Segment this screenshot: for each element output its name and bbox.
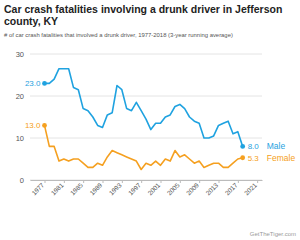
series-label: Male: [267, 141, 286, 151]
x-tick: 2005: [165, 180, 180, 197]
x-tick-mark: [238, 180, 239, 183]
text-line: # of car crash fatalities that involved …: [4, 32, 233, 38]
x-tick: 1993: [107, 180, 122, 197]
title: Car crash fatalities involving a drunk d…: [4, 3, 282, 27]
x-tick: 2017: [223, 180, 238, 197]
text-line: county, KY: [4, 15, 58, 27]
x-axis-line: [31, 180, 263, 181]
data-label: 13.0: [25, 121, 41, 130]
y-tick-label: 0: [20, 176, 24, 185]
x-tick-mark: [83, 180, 84, 183]
chart: Car crash fatalities involving a drunk d…: [0, 0, 300, 240]
x-tick-label: 1997: [127, 181, 142, 196]
x-tick-label: 1977: [30, 181, 45, 196]
y-tick: 30: [16, 50, 30, 59]
x-tick-label: 2017: [223, 181, 238, 196]
x-tick: 1977: [30, 180, 45, 197]
labels: 23.0 8.0 Male 13.0 5.3 Female: [25, 79, 295, 163]
x-tick: 2009: [185, 180, 200, 197]
x-tick: 1985: [69, 180, 84, 197]
x-tick: 1997: [127, 180, 142, 197]
data-label: 23.0: [25, 79, 41, 88]
y-tick: 10: [16, 134, 30, 143]
y-tick: 20: [16, 92, 30, 101]
data-label: 8.0: [248, 142, 260, 151]
x-tick: 1981: [49, 180, 64, 197]
data-label: 5.3: [248, 154, 260, 163]
grid-line: [30, 96, 262, 97]
x-tick-label: 2001: [146, 181, 161, 196]
x-tick-mark: [45, 180, 46, 183]
end-point: [42, 81, 47, 86]
x-tick-label: 2005: [165, 181, 180, 196]
y-tick-label: 10: [16, 134, 24, 143]
end-point: [42, 123, 47, 128]
x-tick-label: 1993: [107, 181, 122, 196]
x-tick-label: 1981: [49, 181, 64, 196]
end-point: [240, 155, 245, 160]
grid-line: [30, 138, 262, 139]
x-tick-mark: [161, 180, 162, 183]
x-tick-label: 2013: [204, 181, 219, 196]
x-tick-mark: [257, 180, 258, 183]
watermark: GetTheTiger.com: [250, 231, 296, 237]
end-point: [240, 144, 245, 149]
x-tick-mark: [199, 180, 200, 183]
x-tick-mark: [64, 180, 65, 183]
y-tick-label: 30: [16, 50, 24, 59]
plot-area: [42, 69, 245, 170]
x-tick: 2021: [243, 180, 258, 197]
y-tick-label: 20: [16, 92, 24, 101]
series-line: [45, 125, 243, 169]
series-label: Female: [267, 153, 296, 163]
x-tick-mark: [122, 180, 123, 183]
x-tick-mark: [219, 180, 220, 183]
series-line: [45, 69, 243, 147]
x-tick-label: 1989: [88, 181, 103, 196]
x-tick: 2013: [204, 180, 219, 197]
x-tick-label: 2009: [185, 181, 200, 196]
grid: [30, 54, 262, 180]
y-tick: 0: [20, 176, 30, 185]
x-tick: 1989: [88, 180, 103, 197]
y-axis: 0 10 20 30: [16, 50, 30, 185]
x-tick-mark: [180, 180, 181, 183]
x-tick-mark: [103, 180, 104, 183]
x-tick-label: 2021: [243, 181, 258, 196]
x-tick-label: 1985: [69, 181, 84, 196]
subtitle: # of car crash fatalities that involved …: [4, 32, 233, 38]
x-tick: 2001: [146, 180, 161, 197]
x-tick-mark: [141, 180, 142, 183]
text-line: Car crash fatalities involving a drunk d…: [4, 3, 282, 15]
x-axis: 1977 1981 1985 1989 1993 1997 2001 2005 2009 2013…: [30, 180, 262, 197]
grid-line: [30, 54, 262, 55]
